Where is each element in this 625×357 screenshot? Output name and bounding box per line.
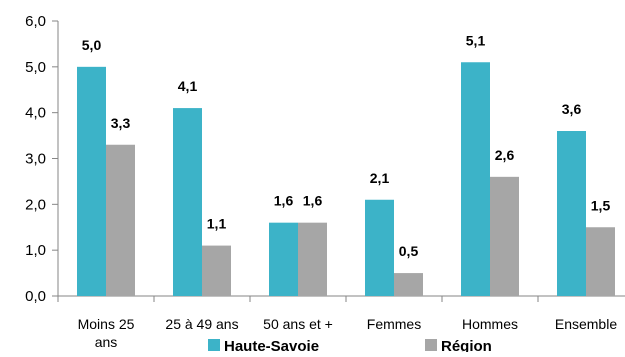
bars bbox=[77, 62, 615, 296]
bar-series-2 bbox=[298, 222, 327, 296]
y-tick-label: 6,0 bbox=[25, 13, 46, 30]
bar-series-1 bbox=[269, 222, 298, 296]
y-axis: 0,0 1,0 2,0 3,0 4,0 5,0 6,0 bbox=[25, 13, 59, 305]
data-label: 1,1 bbox=[207, 216, 227, 232]
legend-label: Haute-Savoie bbox=[224, 338, 319, 352]
data-label: 5,1 bbox=[466, 32, 486, 48]
data-label: 3,6 bbox=[562, 101, 582, 117]
bar-series-2 bbox=[106, 144, 135, 296]
legend-label: Région bbox=[441, 338, 492, 352]
data-label: 2,6 bbox=[495, 147, 515, 163]
y-tick-label: 3,0 bbox=[25, 151, 46, 168]
data-label: 1,5 bbox=[591, 197, 611, 213]
bar-series-1 bbox=[557, 131, 586, 296]
data-label: 0,5 bbox=[399, 243, 419, 259]
bar-series-1 bbox=[365, 199, 394, 296]
x-tick-label: Femmes bbox=[367, 316, 421, 332]
x-axis: Moins 25 ans 25 à 49 ans 50 ans et + Femmes H… bbox=[57, 295, 625, 350]
x-tick-label: Moins 25 ans bbox=[78, 316, 135, 350]
bar-series-1 bbox=[77, 66, 106, 296]
x-tick-label: 25 à 49 ans bbox=[165, 316, 238, 332]
y-tick-label: 2,0 bbox=[25, 196, 46, 213]
y-tick-label: 1,0 bbox=[25, 242, 46, 259]
y-tick-label: 0,0 bbox=[25, 288, 46, 305]
x-tick-label: Ensemble bbox=[555, 316, 617, 332]
legend-swatch bbox=[425, 339, 437, 351]
data-label: 3,3 bbox=[111, 115, 131, 131]
data-label: 4,1 bbox=[178, 78, 198, 94]
data-label: 2,1 bbox=[370, 170, 390, 186]
x-tick-label: Hommes bbox=[462, 316, 518, 332]
data-label: 5,0 bbox=[82, 37, 102, 53]
legend: Haute-Savoie Région bbox=[208, 338, 492, 355]
y-tick-label: 5,0 bbox=[25, 59, 46, 76]
x-tick-label: 50 ans et + bbox=[263, 316, 333, 332]
legend-swatch bbox=[208, 339, 220, 351]
y-tick-label: 4,0 bbox=[25, 105, 46, 122]
bar-series-2 bbox=[490, 176, 519, 296]
bar-series-2 bbox=[586, 227, 615, 296]
bar-series-2 bbox=[202, 245, 231, 296]
data-labels: 5,0 4,1 1,6 2,1 5,1 3,6 3,3 1,1 1,6 0,5 2,6 1,5 bbox=[82, 32, 611, 259]
bar-series-2 bbox=[394, 273, 423, 296]
data-label: 1,6 bbox=[303, 193, 323, 209]
bar-series-1 bbox=[173, 108, 202, 296]
bar-series-1 bbox=[461, 62, 490, 296]
data-label: 1,6 bbox=[274, 193, 294, 209]
